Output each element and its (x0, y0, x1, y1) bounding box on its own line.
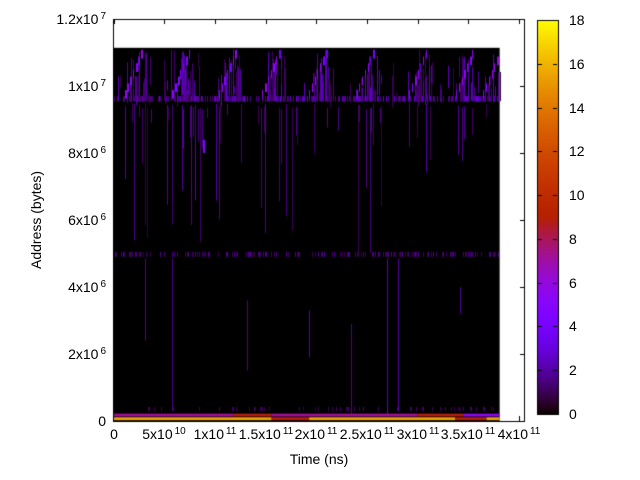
x-tick-label: 4x10 11 (497, 426, 541, 442)
y-tick-label: 4x10 6 (68, 279, 106, 295)
y-tick-label: 8x10 6 (68, 145, 106, 161)
colorbar-tick-label: 0 (569, 406, 577, 422)
x-tick-label: 0 (110, 426, 118, 442)
x-axis-title: Time (ns) (289, 451, 349, 467)
x-tick-label: 1x10 11 (193, 426, 237, 442)
colorbar-tick-label: 4 (569, 318, 577, 334)
colorbar-tick-label: 18 (569, 12, 585, 28)
x-tick-label: 3.5x10 11 (440, 426, 496, 442)
x-tick-label: 1.5x10 11 (238, 426, 294, 442)
y-tick-label: 6x10 6 (68, 212, 106, 228)
y-tick-label: 0 (98, 413, 106, 429)
colorbar-tick-label: 6 (569, 275, 577, 291)
y-tick-label: 2x10 6 (68, 346, 106, 362)
colorbar-tick-label: 2 (569, 362, 577, 378)
y-tick-label: 1.2x10 7 (56, 11, 106, 27)
x-tick-label: 2.5x10 11 (339, 426, 395, 442)
colorbar-tick-label: 16 (569, 56, 585, 72)
x-tick-label: 5x10 10 (142, 426, 186, 442)
colorbar-tick-label: 10 (569, 187, 585, 203)
colorbar-tick-label: 8 (569, 231, 577, 247)
x-tick-label: 3x10 11 (396, 426, 440, 442)
x-tick-label: 2x10 11 (294, 426, 338, 442)
colorbar-tick-label: 12 (569, 143, 585, 159)
y-tick-label: 1x10 7 (68, 78, 106, 94)
colorbar-tick-label: 14 (569, 100, 585, 116)
